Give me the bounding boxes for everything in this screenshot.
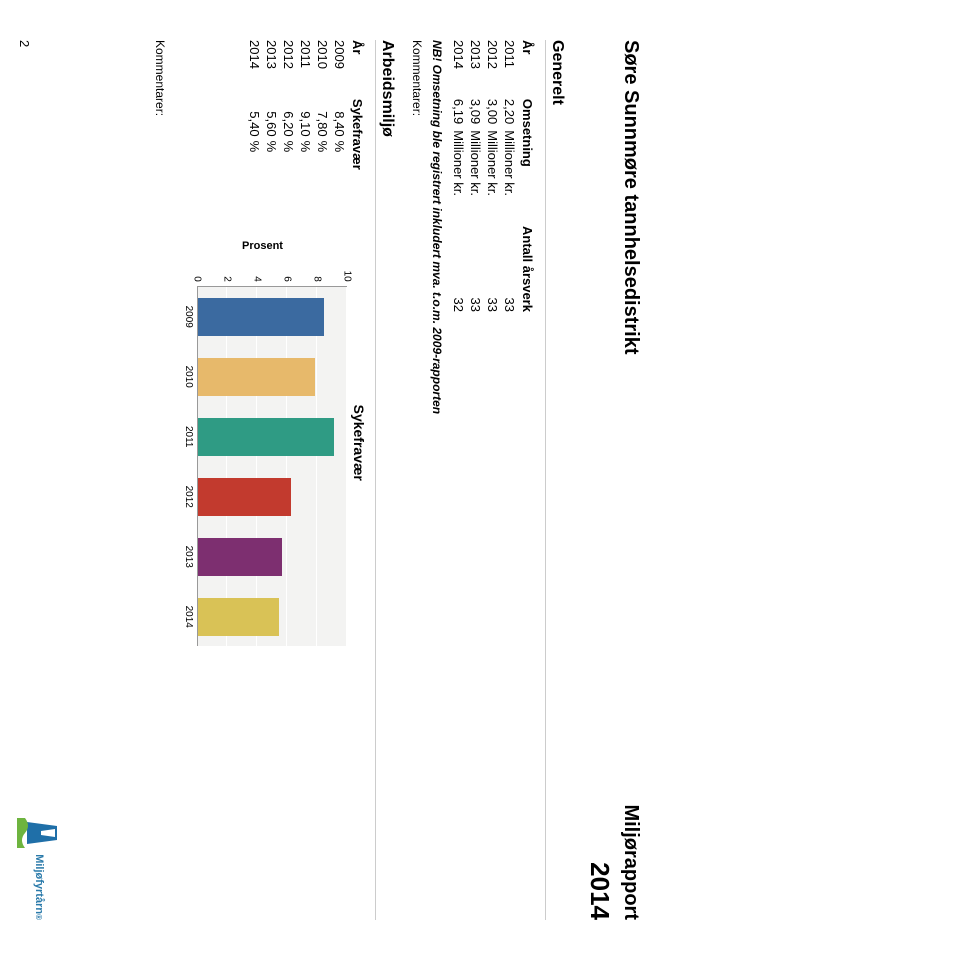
xtick-label: 2012 (183, 486, 194, 508)
cell-val: 9,10 (297, 99, 314, 141)
cell-ant: 33 (484, 226, 501, 342)
chart-bar (198, 358, 315, 396)
cell-year: 2012 (280, 40, 297, 99)
chart-block: Sykefravær Prosent 200920102011201220132… (177, 240, 367, 646)
cell-unit: Millioner kr. (501, 130, 518, 226)
xtick-label: 2013 (183, 546, 194, 568)
cell-pct: % (263, 141, 280, 200)
cell-year: 2012 (484, 40, 501, 99)
ytick-label: 2 (222, 258, 233, 282)
cell-pct: % (297, 141, 314, 200)
cell-pct: % (331, 141, 348, 200)
chart-bar (198, 418, 335, 456)
cell-val: 8,40 (331, 99, 348, 141)
col-oms: Omsetning (518, 99, 537, 226)
section-generelt-heading: Generelt (545, 40, 566, 920)
cell-year: 2013 (467, 40, 484, 99)
lighthouse-icon (17, 816, 61, 850)
xtick-label: 2009 (183, 306, 194, 328)
generelt-kommentarer: Kommentarer: (410, 40, 424, 920)
arbeidsmiljo-table: År Sykefravær 20098,40%20107,80%20119,10… (246, 40, 367, 200)
cell-ant: 33 (501, 226, 518, 342)
generelt-table: År Omsetning Antall årsverk 20112,20Mill… (450, 40, 537, 342)
page-footer: 2 Miljøfyrtårn® (17, 40, 61, 920)
col-ant: Antall årsverk (518, 226, 537, 342)
cell-val: 7,80 (314, 99, 331, 141)
ytick-label: 0 (192, 258, 203, 282)
report-year: 2014 (584, 804, 615, 920)
generelt-note: NB! Omsetning ble registrert inkludert m… (430, 40, 444, 920)
section-arbeidsmiljo-heading: Arbeidsmiljø (375, 40, 396, 920)
table-row: 20098,40% (331, 40, 348, 200)
org-title: Søre Sunnmøre tannhelsedistrikt (619, 40, 642, 355)
xtick-label: 2010 (183, 366, 194, 388)
xtick-label: 2011 (183, 426, 194, 448)
table-row: 20135,60% (263, 40, 280, 200)
chart-bar (198, 298, 324, 336)
chart-bar (198, 598, 279, 636)
cell-year: 2014 (450, 40, 467, 99)
col-syk: Sykefravær (348, 99, 367, 200)
ytick-label: 10 (342, 258, 353, 282)
table-row: 20119,10% (297, 40, 314, 200)
table-row: 20126,20% (280, 40, 297, 200)
report-title-block: Miljørapport 2014 (584, 804, 642, 920)
logo-text: Miljøfyrtårn (33, 854, 45, 914)
ytick-label: 4 (252, 258, 263, 282)
xtick-label: 2014 (183, 606, 194, 628)
col-year: År (348, 40, 367, 99)
cell-pct: % (280, 141, 297, 200)
sykefravaer-chart: 2009201020112012201320140246810 (177, 258, 347, 646)
chart-title: Sykefravær (351, 240, 367, 646)
table-row: 20145,40% (246, 40, 263, 200)
cell-val: 5,40 (246, 99, 263, 141)
cell-unit: Millioner kr. (467, 130, 484, 226)
cell-year: 2013 (263, 40, 280, 99)
cell-year: 2011 (297, 40, 314, 99)
cell-oms: 6,19 (450, 99, 467, 130)
cell-ant: 32 (450, 226, 467, 342)
cell-year: 2014 (246, 40, 263, 99)
table-row: 20146,19Millioner kr.32 (450, 40, 467, 342)
cell-unit: Millioner kr. (484, 130, 501, 226)
cell-unit: Millioner kr. (450, 130, 467, 226)
cell-pct: % (246, 141, 263, 200)
miljofyrtarn-logo: Miljøfyrtårn® (17, 816, 61, 920)
table-row: 20112,20Millioner kr.33 (501, 40, 518, 342)
arbeidsmiljo-kommentarer: Kommentarer: (153, 40, 167, 920)
table-row: 20123,00Millioner kr.33 (484, 40, 501, 342)
cell-year: 2011 (501, 40, 518, 99)
cell-val: 5,60 (263, 99, 280, 141)
cell-val: 6,20 (280, 99, 297, 141)
cell-oms: 3,09 (467, 99, 484, 130)
chart-bar (198, 478, 291, 516)
cell-year: 2009 (331, 40, 348, 99)
cell-year: 2010 (314, 40, 331, 99)
cell-ant: 33 (467, 226, 484, 342)
cell-pct: % (314, 141, 331, 200)
cell-oms: 2,20 (501, 99, 518, 130)
ytick-label: 8 (312, 258, 323, 282)
table-row: 20107,80% (314, 40, 331, 200)
table-row: 20133,09Millioner kr.33 (467, 40, 484, 342)
page-number: 2 (17, 40, 32, 47)
chart-bar (198, 538, 282, 576)
page-header: Søre Sunnmøre tannhelsedistrikt Miljørap… (584, 40, 642, 920)
col-year: År (518, 40, 537, 99)
report-title: Miljørapport (619, 804, 642, 920)
cell-oms: 3,00 (484, 99, 501, 130)
chart-ylabel: Prosent (177, 240, 347, 252)
ytick-label: 6 (282, 258, 293, 282)
